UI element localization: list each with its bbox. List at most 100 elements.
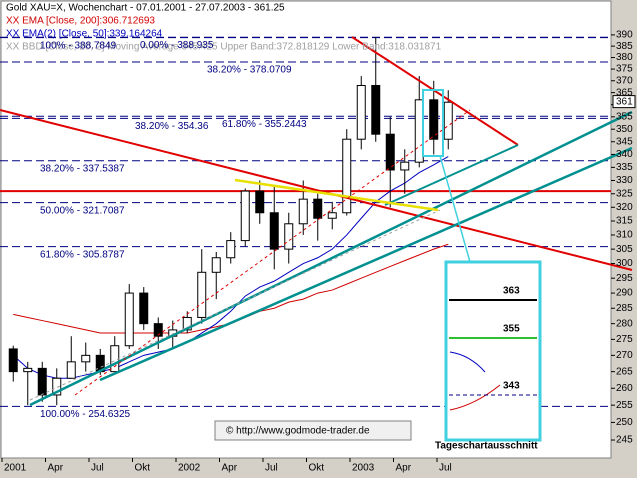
y-tick-label: 380 bbox=[616, 52, 633, 63]
inset-title: Tageschartausschnitt bbox=[435, 441, 538, 452]
x-tick-label: 2001 bbox=[4, 463, 27, 474]
fib-label: 61.80% - 355.2443 bbox=[222, 119, 307, 130]
fib-label: 61.80% - 305.8787 bbox=[40, 249, 125, 260]
fib-label: 50.00% - 321.7087 bbox=[40, 205, 125, 216]
fib-label: 38.20% - 378.0709 bbox=[207, 65, 292, 76]
candle-body bbox=[240, 190, 250, 242]
candle-body bbox=[342, 138, 352, 214]
x-tick-label: Jul bbox=[439, 463, 452, 474]
candle-body bbox=[385, 133, 395, 171]
x-tick-label: Apr bbox=[222, 463, 238, 474]
candle-body bbox=[298, 198, 308, 225]
y-tick-label: 345 bbox=[616, 136, 633, 147]
legend-entry: XX EMA [Close, 200]:306.712693 bbox=[6, 16, 155, 27]
chart-title: Gold XAU=X, Wochenchart - 07.01.2001 - 2… bbox=[6, 3, 285, 14]
x-tick-label: 2003 bbox=[352, 463, 375, 474]
y-tick-label: 265 bbox=[616, 366, 633, 377]
candle-body bbox=[124, 292, 134, 347]
x-tick-label: Jul bbox=[265, 463, 278, 474]
y-tick-label: 370 bbox=[616, 75, 633, 86]
y-tick-label: 300 bbox=[616, 258, 633, 269]
copyright: © http://www.godmode-trader.de bbox=[226, 426, 370, 437]
fib-label: 38.20% - 337.5387 bbox=[40, 163, 125, 174]
candle-body bbox=[139, 292, 149, 325]
trend-line bbox=[0, 109, 633, 271]
y-tick-label: 255 bbox=[616, 400, 633, 411]
candle-body bbox=[269, 212, 279, 250]
candle-body bbox=[182, 316, 192, 331]
candle-body bbox=[371, 84, 381, 135]
candle-body bbox=[443, 101, 453, 140]
y-tick-label: 375 bbox=[616, 64, 633, 75]
fib-label: 100.00% - 254.6325 bbox=[40, 409, 131, 420]
inset-level-label: 363 bbox=[503, 286, 520, 297]
candle-body bbox=[255, 190, 265, 214]
y-tick-label: 340 bbox=[616, 149, 633, 160]
y-tick-label: 315 bbox=[616, 216, 633, 227]
y-tick-label: 250 bbox=[616, 417, 633, 428]
last-value-label: 361 bbox=[616, 96, 633, 107]
candle-body bbox=[8, 348, 18, 373]
y-tick-label: 280 bbox=[616, 318, 633, 329]
inset-curve bbox=[449, 351, 486, 373]
candle-body bbox=[52, 377, 62, 396]
y-tick-label: 330 bbox=[616, 175, 633, 186]
x-tick-label: Okt bbox=[135, 463, 151, 474]
trend-line bbox=[99, 146, 633, 382]
inset-level-label: 355 bbox=[503, 324, 520, 335]
candle-body bbox=[37, 367, 47, 396]
inset-curve bbox=[449, 384, 501, 411]
y-tick-label: 270 bbox=[616, 350, 633, 361]
y-tick-label: 385 bbox=[616, 41, 633, 52]
x-tick-label: Apr bbox=[396, 463, 412, 474]
y-tick-label: 260 bbox=[616, 383, 633, 394]
inset-frame bbox=[444, 260, 542, 442]
y-tick-label: 290 bbox=[616, 288, 633, 299]
candle-body bbox=[429, 99, 439, 140]
copyright-box bbox=[214, 420, 412, 441]
candle-body bbox=[66, 361, 76, 379]
candle-body bbox=[211, 257, 221, 273]
fib-label: 38.20% - 354.36 bbox=[135, 121, 209, 132]
candle-body bbox=[23, 367, 33, 373]
fib-label: 0.00% - 388.935 bbox=[140, 40, 214, 51]
y-tick-label: 335 bbox=[616, 162, 633, 173]
y-tick-label: 310 bbox=[616, 230, 633, 241]
candle-body bbox=[110, 345, 120, 373]
trend-line bbox=[234, 178, 439, 212]
y-tick-label: 390 bbox=[616, 30, 633, 41]
candle-body bbox=[153, 323, 163, 337]
y-tick-label: 295 bbox=[616, 273, 633, 284]
trend-line bbox=[29, 110, 633, 407]
last-value-box bbox=[612, 95, 636, 109]
y-tick-label: 245 bbox=[616, 435, 633, 446]
candle-body bbox=[400, 161, 410, 171]
inset-level-label: 343 bbox=[503, 381, 520, 392]
y-tick-label: 285 bbox=[616, 303, 633, 314]
zoom-connector bbox=[439, 155, 471, 263]
candle-body bbox=[356, 84, 366, 140]
x-tick-label: Okt bbox=[309, 463, 325, 474]
candle-body bbox=[226, 240, 236, 259]
y-tick-label: 275 bbox=[616, 334, 633, 345]
x-tick-label: Apr bbox=[48, 463, 64, 474]
x-tick-label: Jul bbox=[91, 463, 104, 474]
y-tick-label: 325 bbox=[616, 188, 633, 199]
candle-body bbox=[81, 354, 91, 363]
plot-layer bbox=[0, 36, 611, 407]
y-tick-label: 320 bbox=[616, 202, 633, 213]
y-tick-label: 305 bbox=[616, 244, 633, 255]
y-tick-label: 350 bbox=[616, 124, 633, 135]
y-tick-label: 365 bbox=[616, 87, 633, 98]
candle-body bbox=[313, 198, 323, 219]
legend-entry: XX BBD [Close, 20, 2] Moving Average:345… bbox=[6, 42, 442, 53]
x-tick-label: 2002 bbox=[178, 463, 201, 474]
candle-body bbox=[327, 212, 337, 219]
trend-line bbox=[384, 144, 519, 206]
candle-body bbox=[284, 223, 294, 250]
legend-entry: XX EMA(2) [Close, 50]:339.164264 bbox=[6, 29, 163, 40]
fib-label: 100% - 388.7849 bbox=[40, 40, 117, 51]
zoom-frame bbox=[422, 89, 444, 157]
